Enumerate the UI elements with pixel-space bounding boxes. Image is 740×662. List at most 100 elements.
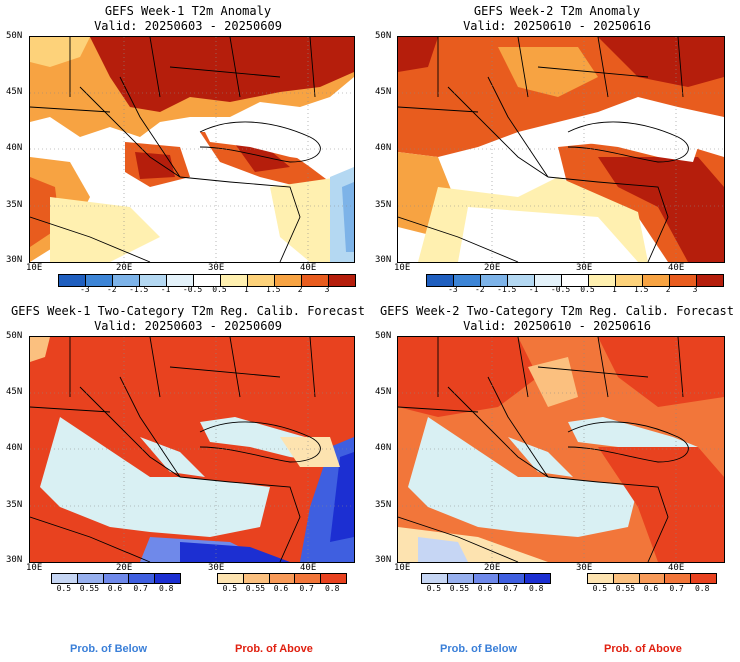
pa1-swatch-2 xyxy=(269,574,296,583)
p1-lat-50: 50N xyxy=(6,31,23,41)
pa1-labels-tick-4: 0.8 xyxy=(324,584,340,593)
cbar2-swatch-2 xyxy=(481,275,508,286)
p3-lat-35: 35N xyxy=(6,500,23,510)
cbar2-labels-tick-8: 2 xyxy=(665,285,671,294)
cbar1-swatch-4 xyxy=(167,275,194,286)
cbar1-swatch-2 xyxy=(113,275,140,286)
prob-below-week1-labels: 0.5 0.55 0.6 0.7 0.8 xyxy=(51,584,179,594)
pa1-swatch-0 xyxy=(218,574,244,583)
panel1-map xyxy=(29,36,355,263)
pa2-swatch-4 xyxy=(691,574,716,583)
cbar1-labels-tick-3: -1 xyxy=(160,285,171,294)
cbar1-labels-tick-4: -0.5 xyxy=(182,285,203,294)
cbar2-labels-tick-1: -2 xyxy=(474,285,485,294)
anomaly-colorbar-week2-labels: -3 -2 -1.5 -1 -0.5 0.5 1 1.5 2 3 xyxy=(426,285,722,295)
pb1-labels-tick-3: 0.7 xyxy=(133,584,148,593)
p4-lat-35: 35N xyxy=(375,500,392,510)
pa2-swatch-1 xyxy=(613,574,640,583)
cbar2-swatch-6 xyxy=(589,275,616,286)
p4-lat-50: 50N xyxy=(375,331,392,341)
cbar1-labels-tick-6: 1 xyxy=(243,285,249,294)
pb2-labels-tick-1: 0.55 xyxy=(449,584,470,593)
cbar2-swatch-4 xyxy=(535,275,562,286)
cbar1-swatch-0 xyxy=(59,275,86,286)
panel4-title-text: GEFS Week-2 Two-Category T2m Reg. Calib.… xyxy=(379,304,734,318)
cbar2-swatch-9 xyxy=(670,275,697,286)
pa2-swatch-3 xyxy=(665,574,692,583)
cbar1-labels-tick-8: 2 xyxy=(297,285,303,294)
p2-lon-30: 30E xyxy=(576,263,593,273)
p2-lat-40: 40N xyxy=(375,143,392,153)
cbar2-labels-tick-9: 3 xyxy=(692,285,698,294)
pb2-swatch-0 xyxy=(422,574,448,583)
p4-lon-20: 20E xyxy=(484,563,501,573)
pa2-labels-tick-3: 0.7 xyxy=(669,584,684,593)
p1-lon-30: 30E xyxy=(208,263,225,273)
p4-lon-30: 30E xyxy=(576,563,593,573)
panel1-valid-text: Valid: 20250603 - 20250609 xyxy=(94,19,282,33)
pb1-labels-tick-2: 0.6 xyxy=(107,584,123,593)
cbar1-labels-tick-0: -3 xyxy=(80,285,90,294)
cbar1-labels-tick-1: -2 xyxy=(106,285,117,294)
p2-lon-40: 40E xyxy=(668,263,685,273)
cbar1-swatch-9 xyxy=(302,275,329,286)
prob-below-colorbar-week1 xyxy=(51,573,181,584)
pa1-swatch-1 xyxy=(243,574,270,583)
pa1-swatch-3 xyxy=(295,574,322,583)
pa2-labels-tick-0: 0.5 xyxy=(592,584,608,593)
panel2-title-text: GEFS Week-2 T2m Anomaly xyxy=(473,4,641,18)
p3-lon-10: 10E xyxy=(26,563,43,573)
cbar2-swatch-8 xyxy=(643,275,670,286)
p3-lat-30: 30N xyxy=(6,555,23,565)
pb2-swatch-4 xyxy=(525,574,550,583)
cbar2-swatch-7 xyxy=(616,275,643,286)
prob-below-caption-right: Prob. of Below xyxy=(440,643,517,655)
p2-lon-10: 10E xyxy=(394,263,411,273)
cbar2-swatch-0 xyxy=(427,275,454,286)
panel1-title-text: GEFS Week-1 T2m Anomaly xyxy=(104,4,272,18)
pb1-labels-tick-4: 0.8 xyxy=(158,584,174,593)
panel4-title: GEFS Week-2 Two-Category T2m Reg. Calib.… xyxy=(372,304,740,334)
cbar2-swatch-3 xyxy=(508,275,535,286)
panel4-valid-text: Valid: 20250610 - 20250616 xyxy=(463,319,651,333)
prob-above-colorbar-week1 xyxy=(217,573,347,584)
cbar1-swatch-3 xyxy=(140,275,167,286)
panel4-map xyxy=(397,336,725,563)
panel2-title: GEFS Week-2 T2m Anomaly Valid: 20250610 … xyxy=(372,4,740,34)
pb2-labels-tick-2: 0.6 xyxy=(477,584,493,593)
prob-above-colorbar-week2 xyxy=(587,573,717,584)
pa1-labels-tick-3: 0.7 xyxy=(299,584,314,593)
cbar1-labels-tick-2: -1.5 xyxy=(129,285,149,294)
p4-lat-40: 40N xyxy=(375,443,392,453)
prob-above-week2-labels: 0.5 0.55 0.6 0.7 0.8 xyxy=(587,584,715,594)
cbar2-labels-tick-7: 1.5 xyxy=(634,285,649,294)
pb2-labels-tick-4: 0.8 xyxy=(528,584,544,593)
p2-lat-30: 30N xyxy=(375,255,392,265)
panel3-title: GEFS Week-1 Two-Category T2m Reg. Calib.… xyxy=(3,304,373,334)
cbar2-labels-tick-5: 0.5 xyxy=(580,285,595,294)
p2-lon-20: 20E xyxy=(484,263,501,273)
cbar1-swatch-1 xyxy=(86,275,113,286)
cbar2-swatch-1 xyxy=(454,275,481,286)
cbar1-swatch-5 xyxy=(194,275,221,286)
pa1-swatch-4 xyxy=(321,574,346,583)
panel1-title: GEFS Week-1 T2m Anomaly Valid: 20250603 … xyxy=(3,4,373,34)
p4-lat-30: 30N xyxy=(375,555,392,565)
p1-lat-45: 45N xyxy=(6,87,23,97)
p4-lat-45: 45N xyxy=(375,387,392,397)
p1-lon-40: 40E xyxy=(300,263,317,273)
p1-lat-40: 40N xyxy=(6,143,23,153)
p2-lat-35: 35N xyxy=(375,200,392,210)
cbar1-swatch-10 xyxy=(329,275,355,286)
pb2-swatch-2 xyxy=(473,574,500,583)
panel3-map xyxy=(29,336,355,563)
anomaly-colorbar-week1-labels: -3 -2 -1.5 -1 -0.5 0.5 1 1.5 2 3 xyxy=(58,285,354,295)
cbar1-swatch-8 xyxy=(275,275,302,286)
cbar1-labels-tick-7: 1.5 xyxy=(266,285,281,294)
p3-lat-40: 40N xyxy=(6,443,23,453)
anomaly-colorbar-week1 xyxy=(58,274,356,287)
anomaly-colorbar-week2 xyxy=(426,274,724,287)
p3-lon-40: 40E xyxy=(300,563,317,573)
panel3-valid-text: Valid: 20250603 - 20250609 xyxy=(94,319,282,333)
cbar2-labels-tick-3: -1 xyxy=(528,285,539,294)
